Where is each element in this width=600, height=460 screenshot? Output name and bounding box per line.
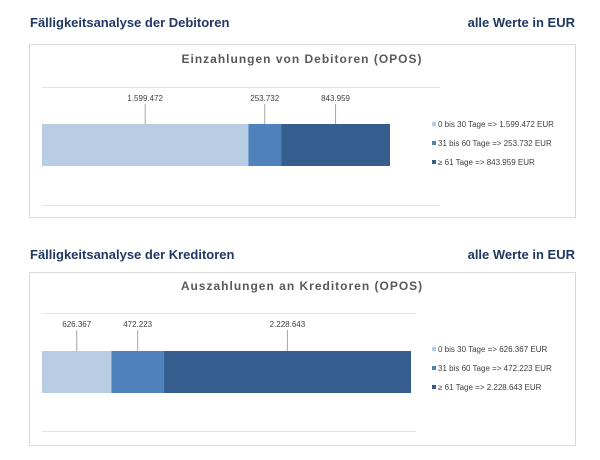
kreditoren-bar-segment-3 bbox=[163, 351, 411, 393]
debitoren-legend-label-1: 0 bis 30 Tage => 1.599.472 EUR bbox=[438, 120, 554, 129]
debitoren-data-label-3: 843.959 bbox=[321, 94, 350, 103]
debitoren-bar-segment-2 bbox=[248, 124, 282, 166]
kreditoren-chart-title: Auszahlungen an Kreditoren (OPOS) bbox=[181, 279, 423, 293]
debitoren-bar-segment-1 bbox=[42, 124, 249, 166]
kreditoren-unit-label: alle Werte in EUR bbox=[467, 247, 575, 262]
kreditoren-legend-label-1: 0 bis 30 Tage => 626.367 EUR bbox=[438, 345, 547, 354]
kreditoren-section-title: Fälligkeitsanalyse der Kreditoren bbox=[30, 247, 235, 262]
kreditoren-chart: Auszahlungen an Kreditoren (OPOS) 626.367… bbox=[42, 279, 552, 432]
debitoren-bar-segment-3 bbox=[281, 124, 390, 166]
debitoren-legend-marker-3 bbox=[432, 160, 436, 164]
debitoren-chart-title: Einzahlungen von Debitoren (OPOS) bbox=[181, 52, 422, 66]
debitoren-legend-marker-2 bbox=[432, 141, 436, 145]
kreditoren-chart-panel: Auszahlungen an Kreditoren (OPOS) 626.367… bbox=[29, 272, 576, 446]
debitoren-legend-label-3: ≥ 61 Tage => 843.959 EUR bbox=[438, 158, 535, 167]
kreditoren-legend-label-2: 31 bis 60 Tage => 472.223 EUR bbox=[438, 364, 552, 373]
debitoren-section-title: Fälligkeitsanalyse der Debitoren bbox=[30, 15, 230, 30]
debitoren-chart: Einzahlungen von Debitoren (OPOS) 1.599.4… bbox=[42, 52, 554, 206]
kreditoren-legend-marker-3 bbox=[432, 385, 436, 389]
debitoren-unit-label: alle Werte in EUR bbox=[467, 15, 575, 30]
kreditoren-legend-marker-1 bbox=[432, 347, 436, 351]
debitoren-legend-label-2: 31 bis 60 Tage => 253.732 EUR bbox=[438, 139, 552, 148]
kreditoren-legend-marker-2 bbox=[432, 366, 436, 370]
kreditoren-bar-segment-1 bbox=[42, 351, 112, 393]
debitoren-data-label-2: 253.732 bbox=[250, 94, 279, 103]
kreditoren-bar-segment-2 bbox=[111, 351, 164, 393]
kreditoren-legend-label-3: ≥ 61 Tage => 2.228.643 EUR bbox=[438, 383, 542, 392]
kreditoren-data-label-2: 472.223 bbox=[123, 320, 152, 329]
debitoren-chart-panel: Einzahlungen von Debitoren (OPOS) 1.599.4… bbox=[29, 44, 576, 218]
debitoren-data-label-1: 1.599.472 bbox=[127, 94, 163, 103]
kreditoren-data-label-3: 2.228.643 bbox=[270, 320, 306, 329]
kreditoren-data-label-1: 626.367 bbox=[62, 320, 91, 329]
debitoren-legend-marker-1 bbox=[432, 122, 436, 126]
